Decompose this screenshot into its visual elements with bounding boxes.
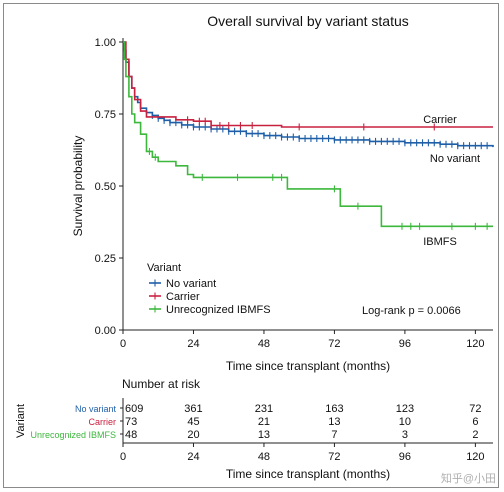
risk-row-label: Unrecognized IBMFS	[30, 430, 116, 440]
risk-count: 231	[255, 403, 273, 415]
plot-series	[123, 41, 494, 230]
x-tick-label: 0	[120, 338, 126, 350]
plot-axes: 0.00 0.25 0.50 0.75 1.00 0 24 48 72 96 120	[95, 37, 493, 350]
risk-count: 7	[331, 429, 337, 441]
risk-table-title: Number at risk	[122, 377, 201, 391]
risk-row-label: No variant	[75, 404, 117, 414]
x-tick-label: 120	[466, 338, 484, 350]
risk-count: 10	[399, 416, 411, 428]
y-axis-label: Survival probability	[71, 136, 85, 237]
risk-x-tick-label: 0	[120, 451, 126, 463]
series-end-label: No variant	[430, 153, 480, 165]
series-line-2	[123, 41, 493, 228]
figure-frame	[3, 3, 499, 488]
risk-count: 21	[258, 416, 270, 428]
risk-count: 48	[125, 429, 137, 441]
risk-count: 609	[125, 403, 143, 415]
risk-x-tick-label: 96	[399, 451, 411, 463]
series-end-label: IBMFS	[423, 236, 457, 248]
risk-count: 2	[472, 429, 478, 441]
risk-x-tick-label: 24	[187, 451, 199, 463]
risk-count: 20	[187, 429, 199, 441]
legend-label: No variant	[166, 278, 216, 290]
risk-count: 73	[125, 416, 137, 428]
risk-count: 163	[325, 403, 343, 415]
risk-count: 361	[184, 403, 202, 415]
series-end-labels: No variant Carrier IBMFS	[423, 114, 480, 248]
y-tick-label: 0.75	[95, 109, 116, 121]
x-tick-label: 48	[258, 338, 270, 350]
risk-x-tick-label: 48	[258, 451, 270, 463]
log-rank-annotation: Log-rank p = 0.0066	[362, 305, 461, 317]
x-tick-label: 24	[187, 338, 199, 350]
x-axis-label: Time since transplant (months)	[226, 359, 390, 373]
risk-count: 6	[472, 416, 478, 428]
series-line-0	[123, 41, 494, 148]
risk-count: 123	[396, 403, 414, 415]
series-end-label: Carrier	[423, 114, 457, 126]
risk-count: 3	[402, 429, 408, 441]
risk-row-label: Carrier	[88, 417, 116, 427]
risk-count: 13	[258, 429, 270, 441]
risk-table-row-axis-label: Variant	[15, 404, 27, 438]
legend-label: Carrier	[166, 291, 200, 303]
risk-count: 72	[469, 403, 481, 415]
risk-count: 45	[187, 416, 199, 428]
y-tick-label: 0.50	[95, 181, 116, 193]
x-tick-label: 72	[328, 338, 340, 350]
risk-table-x-axis-label: Time since transplant (months)	[226, 467, 390, 481]
y-tick-label: 1.00	[95, 37, 116, 49]
series-line-1	[123, 41, 493, 128]
chart-title: Overall survival by variant status	[207, 13, 409, 29]
y-tick-label: 0.25	[95, 253, 116, 265]
watermark: 知乎@小田	[440, 473, 496, 485]
risk-x-tick-label: 120	[466, 451, 484, 463]
risk-x-tick-label: 72	[328, 451, 340, 463]
x-tick-label: 96	[399, 338, 411, 350]
legend-label: Unrecognized IBMFS	[166, 304, 271, 316]
legend-title: Variant	[147, 262, 181, 274]
risk-count: 13	[328, 416, 340, 428]
y-tick-label: 0.00	[95, 325, 116, 337]
